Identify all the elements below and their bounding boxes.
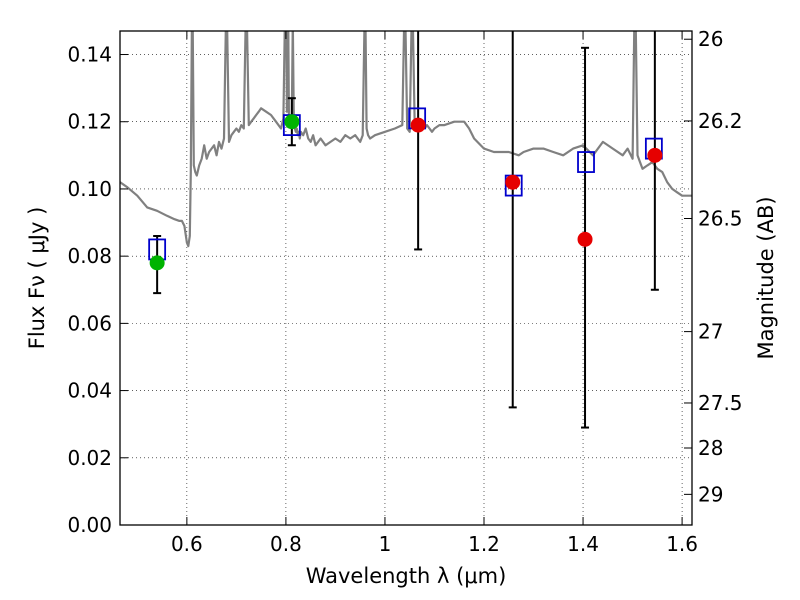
- y2-tick-label: 26.5: [698, 206, 743, 230]
- observed-point: [647, 147, 663, 163]
- y-tick-label: 0.06: [67, 311, 112, 335]
- y2-axis-label: Magnitude (AB): [754, 196, 778, 359]
- x-tick-label: 1: [379, 532, 392, 556]
- observed-point: [577, 231, 593, 247]
- plot-frame: [119, 30, 693, 526]
- x-tick-label: 1.6: [666, 532, 698, 556]
- y2-tick-label: 26: [698, 27, 723, 51]
- x-tick-label: 1.2: [468, 532, 500, 556]
- observed-point: [149, 255, 165, 271]
- y-tick-label: 0.02: [67, 446, 112, 470]
- observed-point: [410, 117, 426, 133]
- y-tick-label: 0.12: [67, 110, 112, 134]
- y2-tick-label: 29: [698, 482, 723, 506]
- y-tick-label: 0.10: [67, 177, 112, 201]
- y-tick-label: 0.00: [67, 513, 112, 537]
- y2-tick-label: 27: [698, 320, 723, 344]
- model-photometry-square: [577, 151, 595, 173]
- y-axis-label: Flux Fν ( μJy ): [25, 207, 49, 350]
- spectrum-line: [120, 31, 692, 248]
- y-tick-label: 0.04: [67, 379, 112, 403]
- x-axis-label: Wavelength λ (μm): [306, 564, 507, 588]
- x-tick-label: 1.4: [567, 532, 599, 556]
- axis-ticks: 0.6 0.8 1 1.2 1.4 1.6 0.00 0.02 0.04 0.06 0.08 0.10…: [67, 27, 742, 556]
- y2-tick-label: 26.2: [698, 109, 743, 133]
- y2-tick-label: 27.5: [698, 391, 743, 415]
- observed-point: [284, 114, 300, 130]
- model-spectrum: [120, 31, 692, 248]
- y2-tick-label: 28: [698, 436, 723, 460]
- y-tick-label: 0.14: [67, 43, 112, 67]
- x-tick-label: 0.8: [270, 532, 302, 556]
- y-tick-label: 0.08: [67, 244, 112, 268]
- observed-point: [505, 174, 521, 190]
- data-markers: [148, 107, 663, 271]
- x-tick-label: 0.6: [171, 532, 203, 556]
